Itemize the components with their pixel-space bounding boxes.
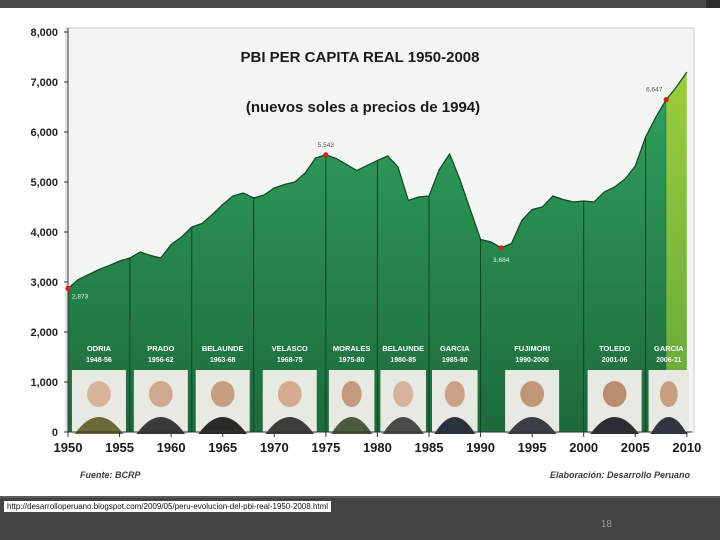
period-name: PRADO [147,344,174,353]
x-tick-label: 2010 [672,440,701,455]
bottom-bar-accent [0,496,720,498]
y-tick-label: 4,000 [30,227,58,239]
period-years: 1985-90 [442,357,468,364]
portrait-body [507,417,557,434]
portrait-face [277,381,302,407]
period-band-layer: ODRIA 1948-56 PRADO 1956-62 BELAUNDE 1963-68 V… [86,137,684,432]
top-bar-corner [706,0,720,8]
period-name: BELAUNDE [202,344,244,353]
portrait-body [382,417,424,434]
portrait [431,370,478,434]
portrait-body [198,417,248,434]
y-tick-label: 8,000 [30,27,58,39]
source-url: http://desarrolloperuano.blogspot.com/20… [4,501,332,512]
portrait-face [210,381,235,407]
x-tick-label: 1980 [363,440,392,455]
portrait [133,370,188,434]
annotation-marker [65,285,71,291]
x-tick-label: 1985 [415,440,444,455]
portrait-body [650,417,687,434]
period-years: 2006-11 [656,357,681,364]
period-name: MORALES [333,344,371,353]
y-tick-label: 6,000 [30,127,58,139]
period-years: 1963-68 [210,357,236,364]
period-years: 1980-85 [390,357,416,364]
portrait-face [341,381,362,407]
period-years: 1956-62 [148,357,174,364]
portrait [195,370,250,434]
y-tick-label: 2,000 [30,327,58,339]
portrait [505,370,560,434]
period-years: 1968-75 [277,357,303,364]
y-tick-label: 1,000 [30,377,58,389]
top-bar [0,0,720,8]
x-tick-label: 1950 [54,440,83,455]
portrait-body [434,417,476,434]
portrait-face [393,381,414,407]
portrait-face [444,381,465,407]
portrait-face [602,381,627,407]
portrait [380,370,426,434]
portrait-layer [71,370,689,434]
slide-number: 18 [600,519,612,530]
annotation-label: 6,647 [646,87,663,94]
x-tick-label: 1975 [311,440,340,455]
period-name: VELASCO [272,344,308,353]
period-name: GARCIA [440,344,470,353]
source-note: Fuente: BCRP [80,470,141,480]
x-tick-label: 2000 [569,440,598,455]
portrait-face [520,381,545,407]
period-years: 1948-56 [86,357,112,364]
portrait-body [331,417,373,434]
gdp-chart: ODRIA 1948-56 PRADO 1956-62 BELAUNDE 1963-68 V… [30,27,701,480]
portrait [328,370,375,434]
x-tick-label: 1965 [208,440,237,455]
period-years: 2001-06 [602,357,628,364]
annotation-marker [323,152,329,158]
portrait-body [590,417,639,434]
x-tick-label: 1955 [105,440,134,455]
annotation-marker [663,97,669,103]
portrait [587,370,642,434]
portrait-face [148,381,173,407]
y-tick-label: 5,000 [30,177,58,189]
portrait-body [74,417,124,434]
portrait-face [659,381,678,407]
portrait-body [136,417,186,434]
area-recent [666,72,687,432]
x-tick-label: 1995 [518,440,547,455]
period-name: ODRIA [87,344,112,353]
period-name: GARCIA [654,344,684,353]
annotation-layer: 2,873 5,543 3,684 6,647 [65,87,669,300]
portrait [648,370,689,434]
x-tick-label: 1990 [466,440,495,455]
slide: ODRIA 1948-56 PRADO 1956-62 BELAUNDE 1963-68 V… [0,8,720,496]
period-name: TOLEDO [599,344,630,353]
annotation-label: 5,543 [318,142,335,149]
portrait [71,370,126,434]
portrait-face [87,381,111,407]
chart-title: PBI PER CAPITA REAL 1950-2008 [241,49,480,66]
annotation-label: 2,873 [72,293,89,300]
x-tick-label: 2005 [621,440,650,455]
period-years: 1990-2000 [515,357,549,364]
annotation-label: 3,684 [493,257,510,264]
chart-subtitle: (nuevos soles a precios de 1994) [246,99,480,116]
y-tick-label: 7,000 [30,77,58,89]
x-tick-label: 1970 [260,440,289,455]
portrait-body [265,417,315,434]
y-tick-label: 3,000 [30,277,58,289]
portrait [262,370,317,434]
credit-note: Elaboración: Desarrollo Peruano [550,470,691,480]
annotation-marker [498,245,504,251]
period-name: FUJIMORI [514,344,550,353]
axis-layer: 0 1,000 2,000 3,000 4,000 5,000 6,000 7,000 8,00… [30,27,701,455]
x-tick-label: 1960 [157,440,186,455]
period-name: BELAUNDE [382,344,424,353]
period-years: 1975-80 [339,357,365,364]
y-tick-label: 0 [52,427,58,439]
